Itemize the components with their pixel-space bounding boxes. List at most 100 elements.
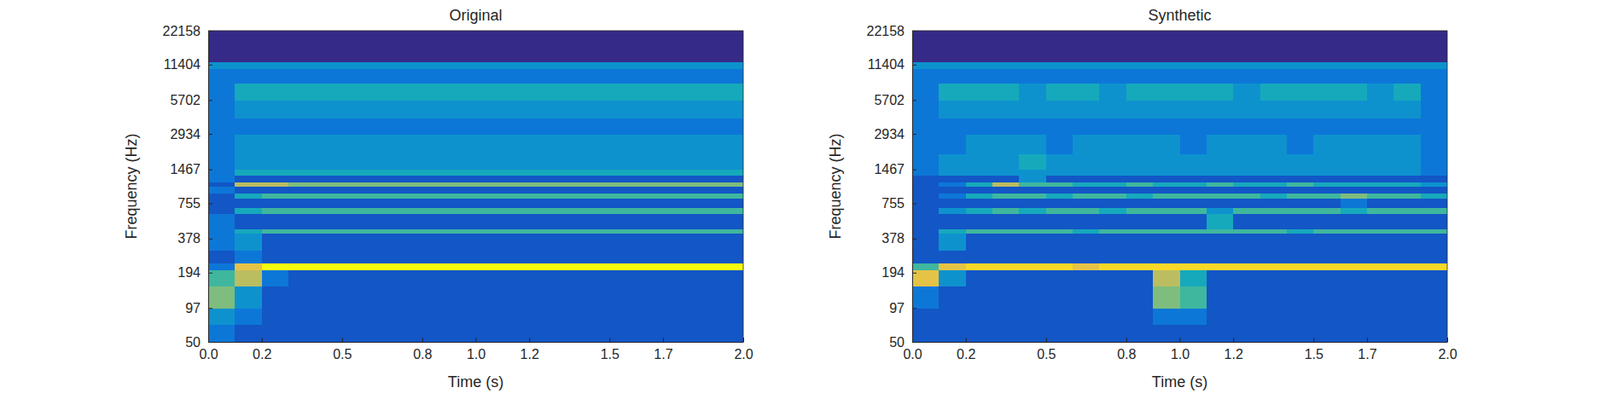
cell: [234, 82, 262, 101]
y-tick: 755: [177, 196, 213, 211]
cell: [689, 99, 717, 119]
cell: [314, 153, 343, 170]
x-tick-label: 1.7: [1357, 347, 1377, 362]
cell: [395, 30, 423, 63]
x-tick-mark: [1447, 337, 1449, 343]
cell: [502, 175, 530, 183]
cell: [1152, 62, 1181, 70]
cell: [1340, 99, 1368, 119]
cell: [556, 30, 584, 63]
cell: [1367, 269, 1395, 286]
x-tick-label: 1.2: [1224, 347, 1244, 362]
cell: [556, 82, 584, 101]
cell: [314, 69, 343, 84]
cell: [1046, 193, 1074, 199]
cell: [1367, 153, 1395, 170]
cell: [1046, 153, 1074, 170]
cell: [1260, 69, 1288, 84]
cell: [1260, 208, 1288, 215]
cell: [1126, 30, 1154, 63]
cell: [288, 99, 316, 119]
cell: [1180, 186, 1208, 194]
cell: [1126, 133, 1154, 155]
cell: [912, 228, 940, 234]
cell: [502, 250, 530, 264]
cell: [529, 186, 557, 194]
x-tick: 1.5: [600, 337, 620, 362]
cell: [1126, 208, 1154, 215]
x-tick: 0.5: [332, 337, 352, 362]
cell: [1126, 233, 1154, 252]
y-tick-mark: [912, 30, 917, 32]
cell: [582, 186, 611, 194]
cell: [609, 153, 637, 170]
cell: [342, 69, 370, 84]
cell: [342, 250, 370, 264]
cell: [1420, 197, 1448, 209]
cell: [208, 186, 236, 194]
x-axis-label: Time (s): [1152, 373, 1208, 391]
cell: [1286, 308, 1315, 326]
cell: [1018, 325, 1047, 343]
cell: [1313, 285, 1341, 309]
cell: [912, 69, 940, 84]
cell: [448, 285, 477, 309]
cell: [422, 181, 450, 187]
cell: [288, 62, 316, 70]
cell: [636, 118, 664, 135]
cell: [288, 133, 316, 155]
cell: [208, 250, 236, 264]
cell: [261, 285, 290, 309]
cell: [1126, 62, 1154, 70]
cell: [342, 118, 370, 135]
cell: [448, 250, 477, 264]
cell: [502, 181, 530, 187]
cell: [261, 30, 290, 63]
cell: [1420, 325, 1448, 343]
cell: [529, 233, 557, 252]
cell: [609, 186, 637, 194]
cell: [1367, 213, 1395, 229]
cell: [1018, 186, 1047, 194]
x-tick-mark: [965, 337, 967, 343]
cell: [716, 181, 744, 187]
cell: [1126, 82, 1154, 101]
cell: [992, 30, 1020, 63]
cell: [1152, 208, 1181, 215]
cell: [208, 133, 236, 155]
x-tick: 1.2: [1224, 337, 1244, 362]
cell: [965, 153, 994, 170]
cell: [912, 133, 940, 155]
cell: [234, 181, 262, 187]
y-tick: 378: [881, 231, 917, 246]
cell: [314, 82, 343, 101]
cell: [1046, 208, 1074, 215]
cell: [582, 181, 611, 187]
cell: [529, 213, 557, 229]
cell: [663, 233, 691, 252]
cell: [1233, 285, 1261, 309]
cell: [1152, 133, 1181, 155]
x-tick: 1.0: [1170, 337, 1190, 362]
cells: [912, 30, 1448, 343]
cell: [1126, 153, 1154, 170]
cell: [992, 208, 1020, 215]
cell: [208, 30, 236, 63]
cell: [556, 118, 584, 135]
cell: [1313, 197, 1341, 209]
cell: [208, 228, 236, 234]
cell: [1018, 193, 1047, 199]
cell: [1367, 62, 1395, 70]
cell: [1206, 197, 1234, 209]
cell: [261, 325, 290, 343]
cell: [938, 175, 966, 183]
cell: [1340, 118, 1368, 135]
y-tick-label: 1467: [169, 162, 201, 177]
cell: [422, 133, 450, 155]
cell: [1367, 250, 1395, 264]
cell: [368, 181, 396, 187]
cell: [663, 250, 691, 264]
cell: [716, 262, 744, 271]
cell: [502, 233, 530, 252]
y-tick-label: 11404: [867, 57, 905, 72]
